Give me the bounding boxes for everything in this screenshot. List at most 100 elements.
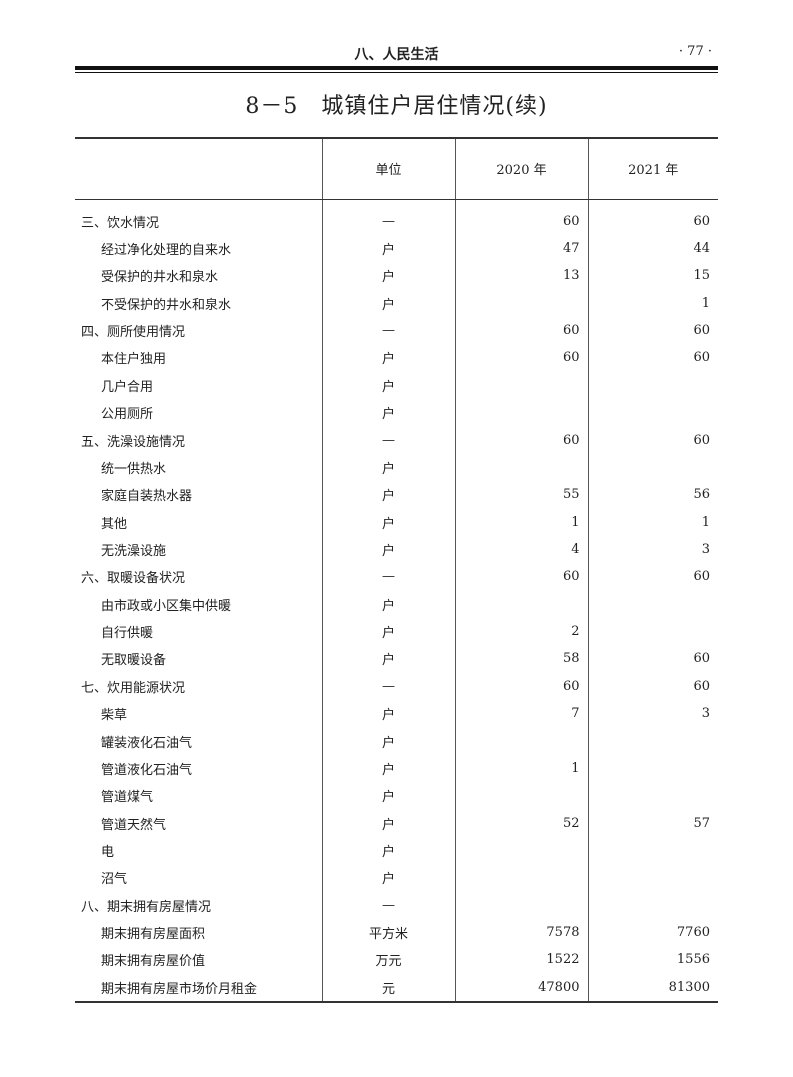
row-unit: — xyxy=(321,316,455,345)
row-unit: — xyxy=(321,563,455,591)
row-unit: — xyxy=(321,426,455,454)
row-label: 沼气 xyxy=(101,872,128,888)
table-row: 沼气 户 xyxy=(75,864,718,892)
row-label: 四、厕所使用情况 xyxy=(81,325,186,341)
row-unit: 户 xyxy=(321,481,455,509)
table-row: 家庭自装热水器 户 55 56 xyxy=(75,481,718,509)
row-label: 期末拥有房屋市场价月租金 xyxy=(75,973,322,1003)
table-row: 几户合用 户 xyxy=(75,371,718,400)
header-2021: 2021 年 xyxy=(587,137,718,200)
table-row: 经过净化处理的自来水 户 47 44 xyxy=(75,234,718,263)
running-header: 八、人民生活 · 77 · xyxy=(75,44,718,64)
row-unit: — xyxy=(321,199,455,235)
table-title: 8－5 城镇住户居住情况(续) xyxy=(245,94,548,119)
value-2020 xyxy=(454,590,588,618)
row-label: 三、饮水情况 xyxy=(81,215,160,231)
value-2020: 60 xyxy=(454,563,588,591)
table-row: 管道天然气 户 52 57 xyxy=(75,809,718,837)
value-2021 xyxy=(587,590,718,618)
table-row: 本住户独用户 60 60 xyxy=(75,344,718,372)
value-2021: 60 xyxy=(587,199,718,235)
value-2021 xyxy=(587,453,718,482)
value-2020: 1 xyxy=(454,754,588,783)
row-label: 八、期末拥有房屋情况 xyxy=(81,899,212,915)
row-unit: 户 xyxy=(321,234,455,263)
row-unit: 户 xyxy=(321,399,455,427)
value-2020: 52 xyxy=(454,809,588,837)
value-2020 xyxy=(454,836,588,865)
row-label: 管道天然气 xyxy=(101,817,167,833)
value-2021: 3 xyxy=(587,535,718,564)
value-2020 xyxy=(454,864,588,892)
row-label: 经过净化处理的自来水 xyxy=(101,243,232,259)
value-2020: 60 xyxy=(454,199,588,235)
row-unit: — xyxy=(321,891,455,919)
header-item xyxy=(75,137,322,200)
value-2020: 58 xyxy=(454,645,588,673)
value-2021: 7760 xyxy=(587,918,718,947)
row-unit: 户 xyxy=(321,590,455,618)
value-2021 xyxy=(587,836,718,865)
table-row: 罐装液化石油气 户 xyxy=(75,727,718,755)
value-2020 xyxy=(454,453,588,482)
row-unit: 户 xyxy=(321,617,455,646)
row-unit: 元 xyxy=(321,973,455,1003)
row-unit: 万元 xyxy=(321,946,455,974)
table-row: 三、饮水情况 —60 60 xyxy=(75,199,718,235)
row-label: 管道煤气 xyxy=(101,790,154,806)
value-2020: 55 xyxy=(454,481,588,509)
table-row: 五、洗澡设施情况 —60 60 xyxy=(75,426,718,454)
header-unit: 单位 xyxy=(321,137,455,200)
row-label: 期末拥有房屋面积 xyxy=(101,927,206,943)
row-unit: 户 xyxy=(321,508,455,536)
row-label: 电 xyxy=(101,844,115,860)
row-unit: 户 xyxy=(321,754,455,783)
value-2020 xyxy=(454,891,588,919)
row-label: 自行供暖 xyxy=(101,626,154,642)
value-2021 xyxy=(587,864,718,892)
header-rule-thin xyxy=(75,72,718,73)
value-2020: 60 xyxy=(454,426,588,454)
row-label: 罐装液化石油气 xyxy=(101,735,193,751)
table-row: 公用厕所 户 xyxy=(75,399,718,427)
value-2021: 60 xyxy=(587,563,718,591)
table-row: 不受保护的井水和泉水 户 1 xyxy=(75,289,718,317)
table-row: 期末拥有房屋面积 平方米 7578 7760 xyxy=(75,918,718,947)
row-label: 无洗澡设施 xyxy=(101,543,167,559)
row-label: 柴草 xyxy=(101,708,128,724)
row-label: 几户合用 xyxy=(101,379,154,395)
value-2021: 60 xyxy=(587,344,718,372)
table-row: 四、厕所使用情况 —60 60 xyxy=(75,316,718,345)
row-unit: 户 xyxy=(321,289,455,317)
table-row: 其他户 1 1 xyxy=(75,508,718,536)
header-row: 单位 2020 年 2021 年 xyxy=(75,137,718,200)
value-2020 xyxy=(454,371,588,400)
value-2021: 44 xyxy=(587,234,718,263)
value-2020: 4 xyxy=(454,535,588,564)
header-2020: 2020 年 xyxy=(454,137,588,200)
row-label: 本住户独用 xyxy=(101,352,167,368)
row-unit: 平方米 xyxy=(321,918,455,947)
value-2021 xyxy=(587,754,718,783)
row-label: 由市政或小区集中供暖 xyxy=(101,598,232,614)
row-label: 管道液化石油气 xyxy=(101,762,193,778)
value-2020: 60 xyxy=(454,316,588,345)
value-2020 xyxy=(454,399,588,427)
value-2021: 1 xyxy=(587,289,718,317)
row-label: 五、洗澡设施情况 xyxy=(81,434,186,450)
value-2021: 15 xyxy=(587,262,718,290)
value-2021 xyxy=(587,727,718,755)
table-row: 受保护的井水和泉水 户 13 15 xyxy=(75,262,718,290)
row-unit: 户 xyxy=(321,453,455,482)
table-row: 电户 xyxy=(75,836,718,865)
row-label: 不受保护的井水和泉水 xyxy=(101,297,232,313)
row-label: 六、取暖设备状况 xyxy=(81,571,186,587)
value-2020: 47800 xyxy=(454,973,588,1003)
value-2021 xyxy=(587,782,718,810)
value-2020: 2 xyxy=(454,617,588,646)
table-row: 期末拥有房屋市场价月租金元 47800 81300 xyxy=(75,973,718,1003)
value-2020: 60 xyxy=(454,672,588,700)
value-2021 xyxy=(587,891,718,919)
data-table: 单位 2020 年 2021 年 三、饮水情况 —60 60 经过净化处理的自来水户 4… xyxy=(75,137,718,1003)
header-rule-thick xyxy=(75,66,718,70)
